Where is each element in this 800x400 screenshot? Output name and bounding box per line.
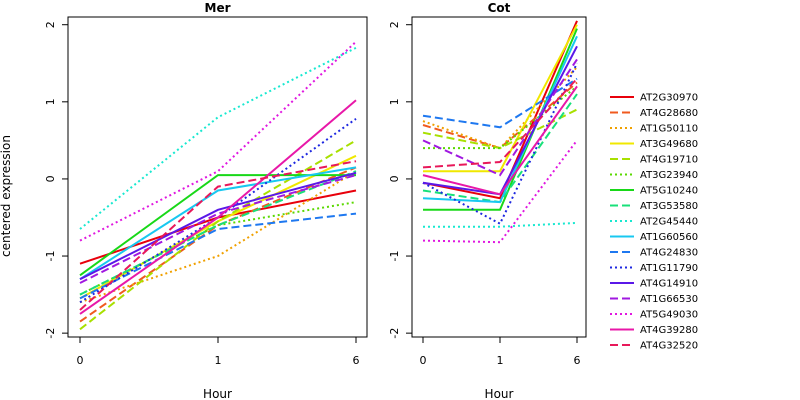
y-tick-label: 0: [44, 175, 57, 182]
series-line-at1g11790: [422, 62, 578, 226]
legend-label: AT5G49030: [640, 310, 698, 321]
y-axis-label: centered expression: [0, 135, 13, 257]
legend-label: AT1G66530: [640, 294, 698, 305]
series-line-at1g60560: [422, 35, 578, 204]
series-line-at1g66530: [79, 174, 357, 284]
series-line-at4g14910: [79, 171, 357, 281]
legend-label: AT4G32520: [640, 341, 698, 352]
series-line-at4g24830: [79, 212, 357, 300]
panel-cot: Cot -2 -1 0 1 2 0 1 6 Hour: [388, 1, 587, 400]
y-tick-label: 2: [388, 21, 401, 28]
series-line-at4g28680: [422, 81, 578, 150]
y-tick-label: -1: [388, 251, 401, 262]
x-tick-label: 0: [420, 354, 427, 367]
series-line-at2g45440: [423, 221, 578, 228]
plot-frame: [67, 16, 368, 338]
series-line-at1g50110: [79, 170, 357, 304]
series-line-at2g30970: [422, 20, 578, 200]
series-line-at2g45440: [79, 46, 357, 230]
series-line-at5g49030: [422, 139, 578, 244]
legend-label: AT4G28680: [640, 108, 698, 119]
legend-label: AT4G24830: [640, 248, 698, 259]
x-axis-label: Hour: [485, 387, 514, 400]
series-line-at3g49680: [79, 154, 357, 300]
series-line-at1g66530: [422, 58, 578, 177]
series-line-at5g10240: [423, 28, 578, 211]
legend-label: AT3G53580: [640, 201, 698, 212]
series-line-at1g50110: [422, 66, 578, 150]
legend-label: AT3G23940: [640, 170, 698, 181]
legend-label: AT4G39280: [640, 325, 698, 336]
series-line-at3g53580: [79, 170, 357, 296]
y-tick-label: -2: [44, 328, 57, 339]
series-line-at4g32520: [422, 78, 578, 169]
legend-label: AT2G45440: [640, 217, 698, 228]
series-line-at4g19710: [422, 108, 578, 150]
plot-frame: [411, 16, 587, 338]
series-line-at4g39280: [79, 99, 357, 315]
y-tick-label: -1: [44, 251, 57, 262]
y-tick-label: 2: [44, 21, 57, 28]
legend-label: AT4G19710: [640, 155, 698, 166]
x-axis-label: Hour: [203, 387, 232, 400]
panel-title: Mer: [205, 1, 231, 15]
legend-label: AT1G60560: [640, 232, 698, 243]
series-line-at4g28680: [79, 166, 357, 323]
legend-label: AT1G50110: [640, 124, 698, 135]
x-tick-label: 1: [497, 354, 504, 367]
x-tick-label: 1: [215, 354, 222, 367]
legend-label: AT3G49680: [640, 139, 698, 150]
series-line-at4g32520: [79, 160, 357, 311]
legend-label: AT1G11790: [640, 263, 698, 274]
x-tick-label: 6: [574, 354, 581, 367]
panel-mer: Mer -2 -1 0 1 2 0 1 6 Hour: [44, 1, 368, 400]
series-line-at3g23940: [423, 85, 578, 150]
y-tick-label: 1: [44, 98, 57, 105]
series-line-at5g49030: [79, 40, 357, 242]
legend: AT2G30970 AT4G28680 AT1G50110 AT3G49680 AT4G…: [610, 93, 698, 352]
series-line-at4g39280: [422, 85, 578, 196]
panel-title: Cot: [488, 1, 511, 15]
series-line-at4g19710: [79, 139, 357, 331]
y-tick-label: 0: [388, 175, 401, 182]
series-line-at3g49680: [423, 24, 578, 173]
x-tick-label: 6: [353, 354, 360, 367]
y-tick-label: -2: [388, 328, 401, 339]
series-line-at3g23940: [79, 201, 357, 296]
legend-label: AT4G14910: [640, 279, 698, 290]
legend-label: AT5G10240: [640, 186, 698, 197]
series-line-at1g60560: [79, 166, 357, 281]
x-tick-label: 0: [77, 354, 84, 367]
y-tick-label: 1: [388, 98, 401, 105]
legend-label: AT2G30970: [640, 93, 698, 104]
